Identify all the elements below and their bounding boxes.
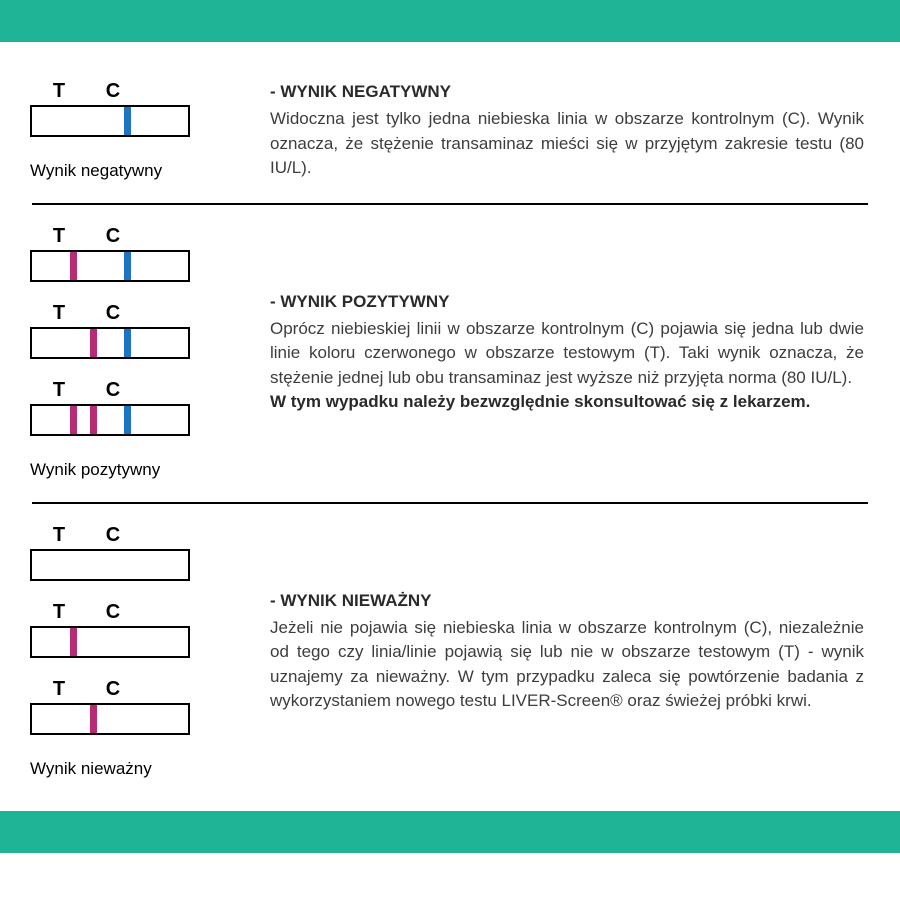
test-strip bbox=[30, 105, 190, 137]
tc-labels: T C bbox=[30, 302, 190, 325]
tc-labels: T C bbox=[30, 524, 190, 547]
description-positive: - WYNIK POZYTYWNY Oprócz niebieskiej lin… bbox=[230, 290, 870, 415]
result-title: - WYNIK POZYTYWNY bbox=[270, 290, 864, 315]
strip-line bbox=[70, 628, 77, 656]
description-negative: - WYNIK NEGATYWNY Widoczna jest tylko je… bbox=[230, 80, 870, 181]
strip-block: T C bbox=[30, 225, 190, 292]
strip-block: T C bbox=[30, 524, 190, 591]
strip-caption: Wynik pozytywny bbox=[30, 460, 160, 480]
test-strip bbox=[30, 549, 190, 581]
test-strip bbox=[30, 626, 190, 658]
tc-labels: T C bbox=[30, 379, 190, 402]
section-invalid: T C T C T C Wynik nieważny bbox=[30, 504, 870, 801]
top-accent-bar bbox=[0, 0, 900, 42]
strip-block: T C bbox=[30, 678, 190, 745]
strip-line bbox=[70, 406, 77, 434]
description-invalid: - WYNIK NIEWAŻNY Jeżeli nie pojawia się … bbox=[230, 589, 870, 714]
test-strip bbox=[30, 404, 190, 436]
tc-labels: T C bbox=[30, 80, 190, 103]
label-c: C bbox=[88, 601, 138, 624]
label-t: T bbox=[30, 302, 88, 325]
result-title: - WYNIK NEGATYWNY bbox=[270, 80, 864, 105]
strip-caption: Wynik nieważny bbox=[30, 759, 152, 779]
strip-line bbox=[124, 107, 131, 135]
strip-block: T C bbox=[30, 379, 190, 446]
label-c: C bbox=[88, 80, 138, 103]
label-c: C bbox=[88, 225, 138, 248]
strip-line bbox=[70, 252, 77, 280]
strip-column-invalid: T C T C T C Wynik nieważny bbox=[30, 524, 230, 779]
tc-labels: T C bbox=[30, 225, 190, 248]
label-t: T bbox=[30, 80, 88, 103]
strip-caption: Wynik negatywny bbox=[30, 161, 162, 181]
label-c: C bbox=[88, 524, 138, 547]
strip-block: T C bbox=[30, 601, 190, 668]
strip-line bbox=[124, 252, 131, 280]
label-t: T bbox=[30, 379, 88, 402]
result-body: Oprócz niebieskiej linii w obszarze kont… bbox=[270, 317, 864, 391]
strip-block: T C bbox=[30, 80, 190, 147]
content-area: T C Wynik negatywny - WYNIK NEGATYWNY Wi… bbox=[0, 42, 900, 811]
label-c: C bbox=[88, 379, 138, 402]
strip-column-positive: T C T C T C Wynik pozytywny bbox=[30, 225, 230, 480]
bottom-accent-bar bbox=[0, 811, 900, 853]
tc-labels: T C bbox=[30, 678, 190, 701]
strip-line bbox=[124, 329, 131, 357]
tc-labels: T C bbox=[30, 601, 190, 624]
label-t: T bbox=[30, 524, 88, 547]
label-t: T bbox=[30, 601, 88, 624]
strip-column-negative: T C Wynik negatywny bbox=[30, 80, 230, 181]
test-strip bbox=[30, 250, 190, 282]
strip-line bbox=[90, 406, 97, 434]
strip-line bbox=[90, 705, 97, 733]
label-t: T bbox=[30, 678, 88, 701]
result-title: - WYNIK NIEWAŻNY bbox=[270, 589, 864, 614]
test-strip bbox=[30, 327, 190, 359]
section-positive: T C T C T C Wynik pozytywny bbox=[30, 205, 870, 502]
strip-line bbox=[124, 406, 131, 434]
label-c: C bbox=[88, 302, 138, 325]
strip-block: T C bbox=[30, 302, 190, 369]
label-t: T bbox=[30, 225, 88, 248]
result-bold: W tym wypadku należy bezwzględnie skonsu… bbox=[270, 390, 864, 415]
result-body: Jeżeli nie pojawia się niebieska linia w… bbox=[270, 616, 864, 715]
label-c: C bbox=[88, 678, 138, 701]
strip-line bbox=[90, 329, 97, 357]
result-body: Widoczna jest tylko jedna niebieska lini… bbox=[270, 107, 864, 181]
section-negative: T C Wynik negatywny - WYNIK NEGATYWNY Wi… bbox=[30, 60, 870, 203]
test-strip bbox=[30, 703, 190, 735]
